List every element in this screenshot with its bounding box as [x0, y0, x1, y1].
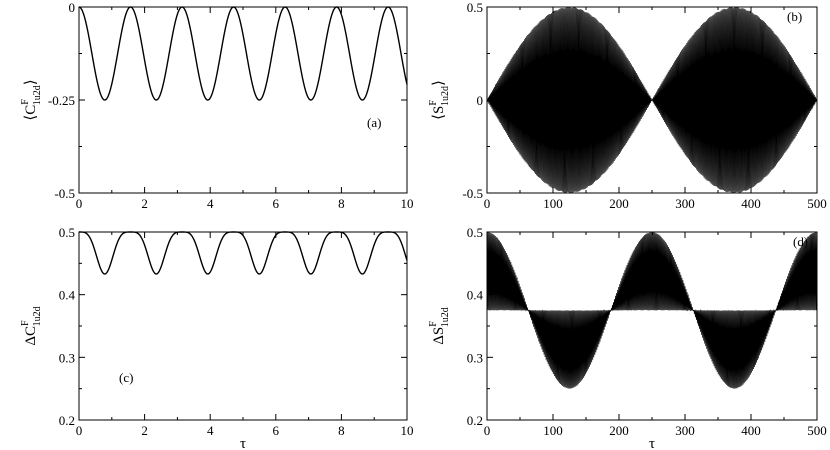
y-axis-title-sub: 1u2d	[440, 86, 451, 106]
x-tick-label: 400	[741, 423, 761, 438]
y-tick-label: 0	[69, 0, 76, 15]
y-tick-label: 0.5	[467, 225, 483, 240]
y-axis-title-sup: F	[20, 99, 31, 105]
x-tick-label: 0	[484, 423, 491, 438]
x-tick-label: 300	[675, 196, 695, 211]
x-tick-label: 4	[207, 423, 214, 438]
panel-label: (b)	[787, 9, 802, 24]
x-tick-label: 4	[207, 196, 214, 211]
x-tick-label: 8	[338, 423, 345, 438]
y-axis-title-close: ⟩	[23, 79, 39, 85]
x-tick-label: 200	[609, 423, 629, 438]
y-axis-title: ⟨CF1u2d⟩	[20, 79, 43, 120]
x-tick-label: 2	[141, 423, 148, 438]
y-tick-label: 0.2	[59, 413, 75, 428]
x-tick-label: 10	[401, 196, 414, 211]
x-tick-label: 0	[484, 196, 491, 211]
y-axis-title: ⟨SF1u2d⟩	[428, 80, 451, 120]
chart-panel-c: 0 2 4 6 8 10 0.5 0.4 0.3 0.2 ΔCF1u2d τ (c)	[20, 225, 414, 450]
y-axis-title: ΔSF1u2d	[428, 307, 451, 345]
x-tick-label: 6	[273, 196, 280, 211]
y-tick-label: 0	[477, 93, 484, 108]
plot-frame	[78, 231, 408, 421]
x-tick-label: 100	[543, 196, 563, 211]
y-axis-title-main: ⟨S	[431, 106, 447, 120]
x-tick-label: 8	[338, 196, 345, 211]
y-axis-title-sub: 1u2d	[32, 85, 43, 105]
x-tick-label: 300	[675, 423, 695, 438]
x-tick-label: 100	[543, 423, 563, 438]
y-tick-label: 0.5	[467, 0, 483, 15]
x-tick-label: 500	[807, 196, 827, 211]
y-axis-title-main: ⟨C	[23, 105, 39, 121]
x-tick-label: 0	[76, 196, 83, 211]
chart-panel-a: 0 2 4 6 8 10 0 -0.25 -0.5 ⟨CF1u2d⟩ (a)	[20, 0, 414, 211]
y-axis-title-main: ΔS	[431, 327, 447, 345]
series-line	[78, 6, 408, 101]
y-tick-label: 0.3	[467, 350, 483, 365]
y-tick-label: 0.2	[467, 413, 483, 428]
x-tick-label: 500	[807, 423, 827, 438]
y-axis-title-sup: F	[428, 100, 439, 106]
y-axis-title-sub: 1u2d	[32, 306, 43, 326]
panel-label: (c)	[119, 370, 133, 385]
series-line	[79, 231, 408, 275]
y-axis-title-close: ⟩	[431, 80, 447, 86]
x-tick-label: 0	[76, 423, 83, 438]
y-axis-title: ΔCF1u2d	[20, 306, 43, 345]
y-tick-label: 0.3	[59, 350, 75, 365]
y-tick-label: -0.5	[462, 186, 483, 201]
x-tick-label: 200	[609, 196, 629, 211]
x-tick-label: 2	[141, 196, 148, 211]
y-tick-label: -0.25	[48, 93, 75, 108]
y-axis-title-sup: F	[428, 321, 439, 327]
y-axis-title-main: ΔC	[23, 326, 39, 346]
panel-label: (a)	[367, 115, 381, 130]
x-tick-label: 6	[273, 423, 280, 438]
y-axis-title-sub: 1u2d	[440, 307, 451, 327]
y-tick-label: 0.4	[59, 288, 76, 303]
y-axis-title-sup: F	[20, 320, 31, 326]
x-axis-title: τ	[649, 436, 655, 450]
series-line	[486, 7, 818, 193]
x-tick-label: 400	[741, 196, 761, 211]
y-tick-label: -0.5	[54, 186, 75, 201]
series-line	[486, 231, 818, 389]
y-tick-label: 0.5	[59, 225, 75, 240]
x-tick-label: 10	[401, 423, 414, 438]
x-axis-title: τ	[240, 436, 246, 450]
y-tick-label: 0.4	[467, 288, 484, 303]
